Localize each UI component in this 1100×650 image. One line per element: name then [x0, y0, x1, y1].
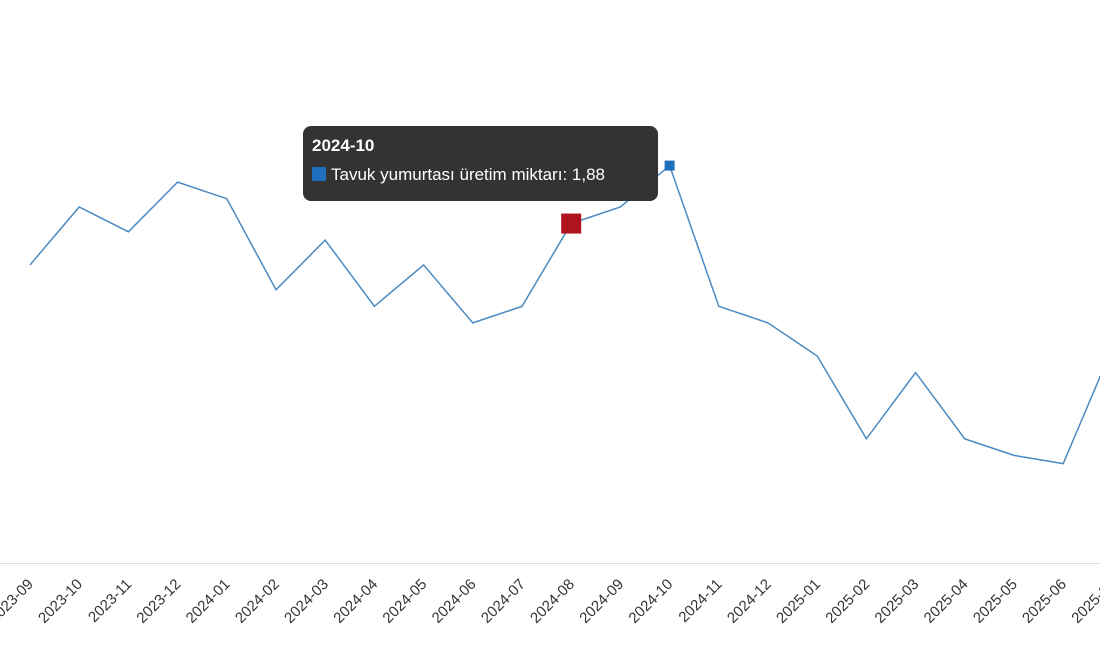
x-tick-label: 2023-11: [85, 576, 135, 626]
highlight-marker: [561, 213, 582, 234]
tooltip: 2024-10 Tavuk yumurtası üretim miktarı: …: [303, 126, 658, 201]
x-tick-label: 2025-05: [970, 576, 1021, 627]
x-tick-label: 2024-08: [527, 576, 578, 627]
x-tick-label: 2025-07: [1068, 576, 1100, 627]
x-tick-label: 2024-01: [183, 576, 234, 627]
tooltip-series: Tavuk yumurtası üretim miktarı: [331, 165, 563, 184]
tooltip-value: 1,88: [571, 165, 605, 184]
tooltip-title: 2024-10: [312, 136, 375, 155]
tooltip-row: Tavuk yumurtası üretim miktarı: 1,88: [312, 165, 649, 185]
x-tick-label: 2025-06: [1019, 576, 1070, 627]
x-tick-label: 2025-01: [773, 576, 824, 627]
x-tick-label: 2024-02: [232, 576, 283, 627]
x-tick-label: 2024-09: [576, 576, 627, 627]
x-tick-label: 2024-11: [675, 576, 725, 626]
x-tick-label: 2023-12: [133, 576, 184, 627]
tooltip-swatch: [312, 167, 326, 181]
x-tick-label: 2024-07: [478, 576, 529, 627]
x-tick-label: 2023-10: [35, 576, 86, 627]
x-tick-label: 2024-05: [379, 576, 430, 627]
x-tick-label: 2024-06: [429, 576, 480, 627]
x-tick-label: 2025-04: [921, 576, 972, 627]
x-tick-label: 2023-09: [0, 576, 37, 627]
series-line: [29, 164, 1100, 465]
x-tick-label: 2024-12: [724, 576, 775, 627]
x-tick-label: 2024-10: [625, 576, 676, 627]
x-tick-label: 2025-02: [822, 576, 873, 627]
x-tick-label: 2024-03: [281, 576, 332, 627]
active-marker: [664, 160, 675, 171]
x-tick-label: 2024-04: [330, 576, 381, 627]
x-tick-label: 2025-03: [871, 576, 922, 627]
